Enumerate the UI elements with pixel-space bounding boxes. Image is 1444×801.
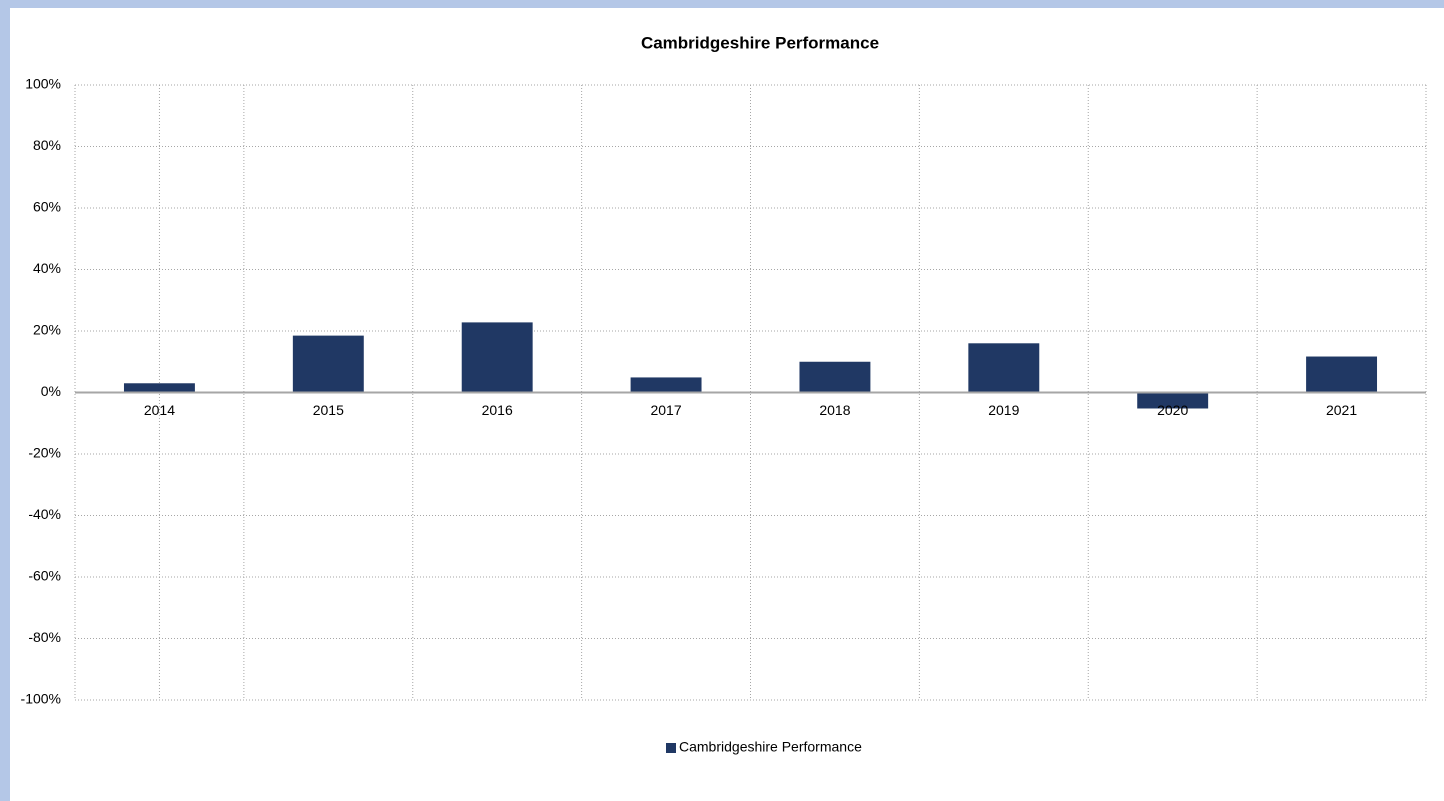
- y-tick-label: 0%: [41, 383, 61, 399]
- y-tick-label: 100%: [25, 76, 61, 92]
- x-tick-label: 2016: [482, 402, 513, 418]
- y-tick-label: -60%: [28, 568, 61, 584]
- bar: [123, 383, 195, 393]
- x-tick-label: 2021: [1326, 402, 1357, 418]
- y-tick-label: -100%: [21, 691, 61, 707]
- x-tick-label: 2018: [819, 402, 850, 418]
- x-tick-label: 2015: [313, 402, 344, 418]
- x-tick-label: 2020: [1157, 402, 1188, 418]
- y-tick-label: 80%: [33, 137, 61, 153]
- chart-area: [10, 8, 1444, 801]
- bar: [461, 322, 533, 393]
- y-tick-label: 40%: [33, 260, 61, 276]
- legend-swatch: [666, 743, 676, 753]
- y-tick-label: 20%: [33, 322, 61, 338]
- legend-label: Cambridgeshire Performance: [679, 739, 862, 755]
- bar: [968, 343, 1040, 393]
- y-tick-label: -40%: [28, 506, 61, 522]
- bar: [292, 335, 364, 393]
- bar: [1137, 392, 1209, 409]
- bar: [1306, 356, 1378, 393]
- x-tick-label: 2014: [144, 402, 175, 418]
- y-tick-label: 60%: [33, 199, 61, 215]
- bar: [630, 377, 702, 393]
- x-tick-label: 2017: [650, 402, 681, 418]
- y-tick-label: -20%: [28, 445, 61, 461]
- y-tick-label: -80%: [28, 629, 61, 645]
- chart-title: Cambridgeshire Performance: [641, 33, 879, 52]
- x-tick-label: 2019: [988, 402, 1019, 418]
- bar: [799, 361, 871, 393]
